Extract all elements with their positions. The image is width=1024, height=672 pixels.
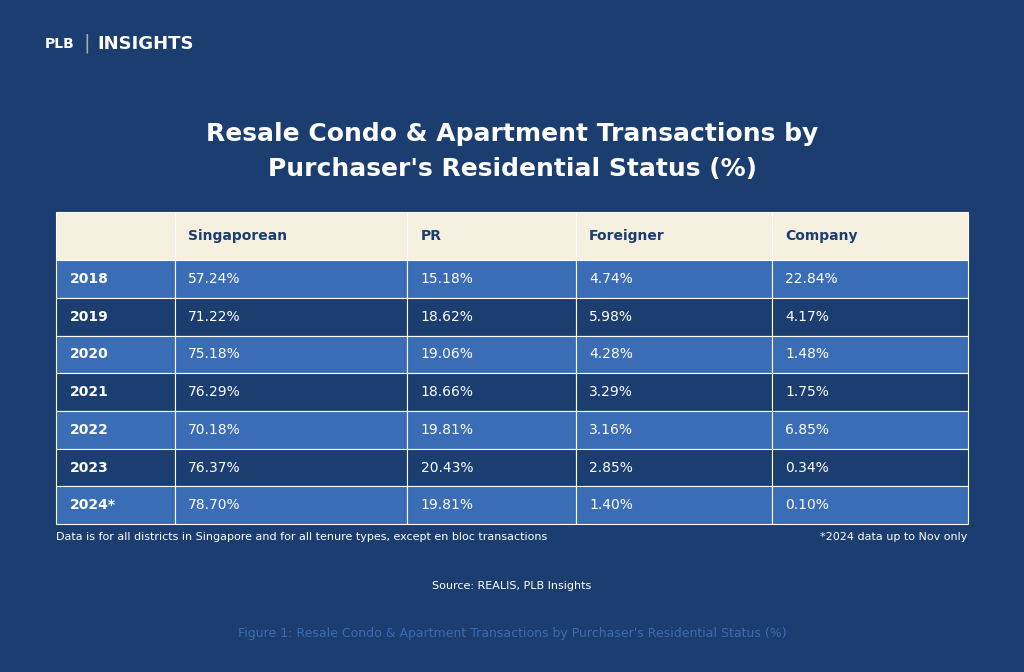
Text: 2023: 2023: [70, 460, 109, 474]
Text: INSIGHTS: INSIGHTS: [97, 35, 194, 52]
FancyBboxPatch shape: [575, 411, 772, 449]
Text: 4.17%: 4.17%: [785, 310, 828, 324]
FancyBboxPatch shape: [772, 373, 968, 411]
Text: 19.81%: 19.81%: [421, 499, 473, 512]
Text: 19.81%: 19.81%: [421, 423, 473, 437]
FancyBboxPatch shape: [575, 487, 772, 524]
FancyBboxPatch shape: [772, 335, 968, 373]
FancyBboxPatch shape: [408, 298, 575, 335]
FancyBboxPatch shape: [772, 411, 968, 449]
FancyBboxPatch shape: [175, 260, 408, 298]
Text: 0.34%: 0.34%: [785, 460, 828, 474]
Text: 76.29%: 76.29%: [188, 385, 241, 399]
FancyBboxPatch shape: [56, 449, 175, 487]
Text: 3.16%: 3.16%: [589, 423, 633, 437]
Text: 1.40%: 1.40%: [589, 499, 633, 512]
FancyBboxPatch shape: [56, 335, 175, 373]
FancyBboxPatch shape: [772, 298, 968, 335]
Text: 2021: 2021: [70, 385, 109, 399]
Text: Company: Company: [785, 229, 857, 243]
Text: 2024*: 2024*: [70, 499, 116, 512]
FancyBboxPatch shape: [772, 487, 968, 524]
Text: 20.43%: 20.43%: [421, 460, 473, 474]
Text: 0.10%: 0.10%: [785, 499, 828, 512]
Text: 78.70%: 78.70%: [188, 499, 241, 512]
FancyBboxPatch shape: [175, 335, 408, 373]
FancyBboxPatch shape: [772, 260, 968, 298]
FancyBboxPatch shape: [575, 335, 772, 373]
FancyBboxPatch shape: [408, 260, 575, 298]
FancyBboxPatch shape: [56, 212, 175, 260]
Text: 1.75%: 1.75%: [785, 385, 828, 399]
Text: 1.48%: 1.48%: [785, 347, 829, 362]
FancyBboxPatch shape: [408, 411, 575, 449]
FancyBboxPatch shape: [175, 449, 408, 487]
FancyBboxPatch shape: [408, 212, 575, 260]
Text: Figure 1: Resale Condo & Apartment Transactions by Purchaser's Residential Statu: Figure 1: Resale Condo & Apartment Trans…: [238, 626, 786, 640]
FancyBboxPatch shape: [575, 449, 772, 487]
Text: 2018: 2018: [70, 272, 109, 286]
Text: 19.06%: 19.06%: [421, 347, 473, 362]
Text: 2.85%: 2.85%: [589, 460, 633, 474]
Text: 18.66%: 18.66%: [421, 385, 473, 399]
FancyBboxPatch shape: [575, 212, 772, 260]
Text: 15.18%: 15.18%: [421, 272, 473, 286]
FancyBboxPatch shape: [772, 449, 968, 487]
Text: 6.85%: 6.85%: [785, 423, 829, 437]
FancyBboxPatch shape: [575, 298, 772, 335]
Text: 71.22%: 71.22%: [188, 310, 241, 324]
FancyBboxPatch shape: [408, 335, 575, 373]
FancyBboxPatch shape: [175, 487, 408, 524]
Text: Foreigner: Foreigner: [589, 229, 665, 243]
FancyBboxPatch shape: [175, 212, 408, 260]
Text: 2020: 2020: [70, 347, 109, 362]
FancyBboxPatch shape: [575, 373, 772, 411]
Text: Data is for all districts in Singapore and for all tenure types, except en bloc : Data is for all districts in Singapore a…: [56, 532, 548, 542]
Text: 3.29%: 3.29%: [589, 385, 633, 399]
FancyBboxPatch shape: [175, 298, 408, 335]
Text: 2022: 2022: [70, 423, 109, 437]
FancyBboxPatch shape: [408, 449, 575, 487]
Text: |: |: [84, 34, 90, 54]
Text: PLB: PLB: [45, 37, 75, 50]
FancyBboxPatch shape: [175, 373, 408, 411]
FancyBboxPatch shape: [175, 411, 408, 449]
Text: 4.28%: 4.28%: [589, 347, 633, 362]
Text: *2024 data up to Nov only: *2024 data up to Nov only: [820, 532, 968, 542]
Text: 75.18%: 75.18%: [188, 347, 241, 362]
FancyBboxPatch shape: [56, 260, 175, 298]
Text: 5.98%: 5.98%: [589, 310, 633, 324]
FancyBboxPatch shape: [56, 373, 175, 411]
FancyBboxPatch shape: [408, 487, 575, 524]
FancyBboxPatch shape: [56, 411, 175, 449]
Text: 70.18%: 70.18%: [188, 423, 241, 437]
FancyBboxPatch shape: [56, 487, 175, 524]
Text: Resale Condo & Apartment Transactions by: Resale Condo & Apartment Transactions by: [206, 122, 818, 146]
FancyBboxPatch shape: [772, 212, 968, 260]
Text: 57.24%: 57.24%: [188, 272, 241, 286]
Text: PR: PR: [421, 229, 441, 243]
Text: 4.74%: 4.74%: [589, 272, 633, 286]
Text: 2019: 2019: [70, 310, 109, 324]
Text: 18.62%: 18.62%: [421, 310, 473, 324]
FancyBboxPatch shape: [408, 373, 575, 411]
Text: 76.37%: 76.37%: [188, 460, 241, 474]
FancyBboxPatch shape: [575, 260, 772, 298]
Text: 22.84%: 22.84%: [785, 272, 838, 286]
FancyBboxPatch shape: [56, 298, 175, 335]
Text: Purchaser's Residential Status (%): Purchaser's Residential Status (%): [267, 157, 757, 181]
Text: Source: REALIS, PLB Insights: Source: REALIS, PLB Insights: [432, 581, 592, 591]
Text: Singaporean: Singaporean: [188, 229, 288, 243]
